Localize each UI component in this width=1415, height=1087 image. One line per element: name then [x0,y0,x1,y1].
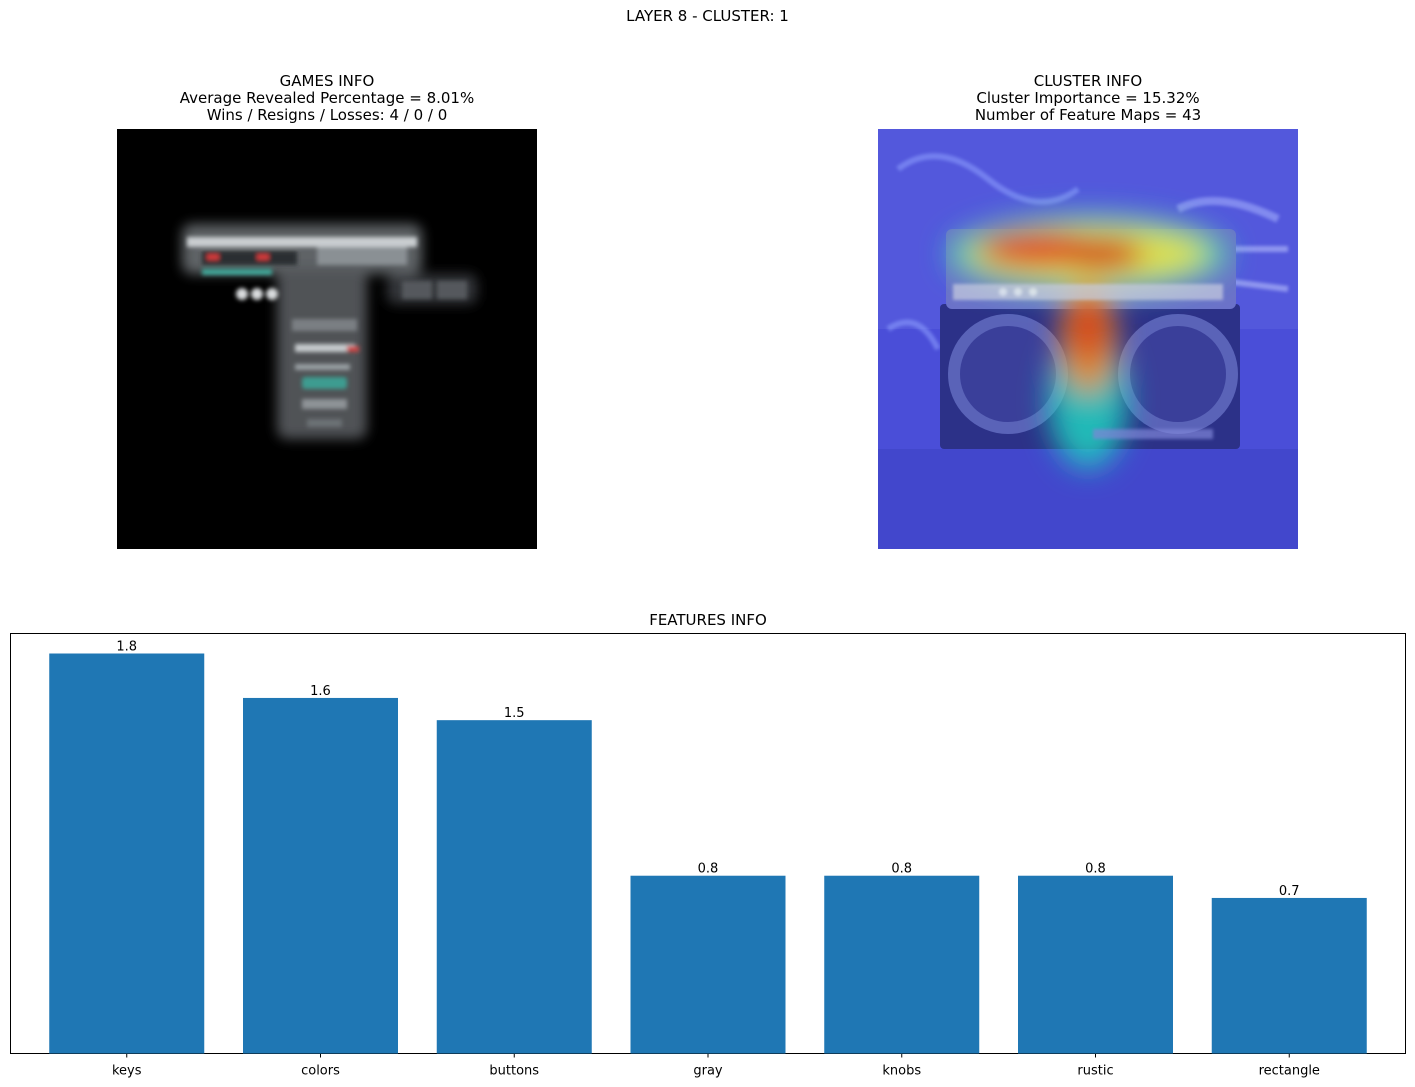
value-label-buttons: 1.5 [504,706,525,721]
value-label-gray: 0.8 [698,862,719,877]
value-label-knobs: 0.8 [891,862,912,877]
value-label-rectangle: 0.7 [1279,884,1300,899]
value-label-rustic: 0.8 [1085,862,1106,877]
x-tick-label-colors: colors [301,1064,340,1079]
x-tick-label-rectangle: rectangle [1259,1064,1320,1079]
heatmap-boombox-graphic [878,129,1298,549]
cluster-heatmap-image [878,129,1298,549]
revealed-boombox-graphic [117,129,537,549]
value-label-keys: 1.8 [116,640,137,655]
x-tick-label-knobs: knobs [882,1064,921,1079]
value-label-colors: 1.6 [310,684,331,699]
cluster-importance: Cluster Importance = 15.32% [976,89,1200,107]
figure-title: LAYER 8 - CLUSTER: 1 [626,7,789,25]
cluster-info-heading: CLUSTER INFO [1033,72,1143,90]
wins-resigns-losses: Wins / Resigns / Losses: 4 / 0 / 0 [206,106,448,124]
cluster-info-title-block: CLUSTER INFO Cluster Importance = 15.32%… [878,73,1298,124]
bar-keys [49,653,205,1054]
x-tick-label-keys: keys [112,1064,142,1079]
average-revealed-percentage: Average Revealed Percentage = 8.01% [179,89,475,107]
x-ticks-group: keys colors buttons gray knobs rustic rectangl… [112,1053,1320,1079]
x-tick-label-gray: gray [693,1064,723,1079]
value-labels-group: 1.8 1.6 1.5 0.8 0.8 0.8 0.7 [116,640,1299,899]
bar-gray [630,875,786,1054]
revealed-image [117,129,537,549]
games-info-title-block: GAMES INFO Average Revealed Percentage =… [117,73,537,124]
bar-rustic [1018,875,1173,1054]
feature-map-count: Number of Feature Maps = 43 [974,106,1202,124]
bar-knobs [824,875,980,1054]
bar-rectangle [1211,897,1367,1054]
features-info-title: FEATURES INFO [649,611,767,629]
games-info-heading: GAMES INFO [279,72,375,90]
x-tick-label-rustic: rustic [1077,1064,1113,1079]
bars-group [49,653,1367,1054]
x-tick-label-buttons: buttons [489,1064,539,1079]
bar-buttons [436,720,592,1054]
bar-colors [243,697,398,1054]
